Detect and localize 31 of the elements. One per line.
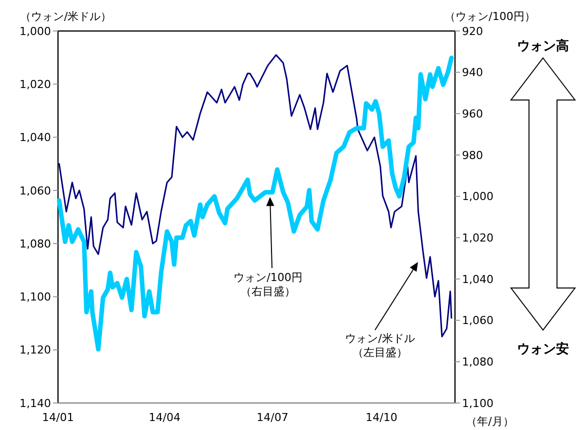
y2-tick-label: 960	[462, 108, 483, 121]
y-tick-label: 1,120	[20, 344, 51, 357]
x-tick-label: 14/07	[256, 411, 288, 424]
y2-tick-label: 940	[462, 66, 483, 80]
y2-tick-label: 1,040	[462, 272, 494, 286]
annotation: ウォン/100円	[234, 271, 302, 284]
y2-tick-label: 920	[462, 24, 483, 38]
text: ウォン安	[517, 341, 569, 357]
annotation: （左目盛）	[352, 346, 408, 359]
y-tick-label: 1,020	[20, 78, 51, 91]
y2-tick-label: 1,020	[462, 232, 494, 245]
annotation: （右目盛）	[240, 285, 296, 298]
y2-axis-title: （ウォン/100円）	[444, 10, 536, 23]
annotation: ウォン/米ドル	[345, 332, 415, 345]
y-tick-label: 1,000	[20, 24, 51, 38]
y2-tick-label: 980	[462, 148, 483, 162]
y2-tick-label: 1,080	[462, 356, 494, 369]
y2-tick-label: 1,060	[462, 314, 494, 328]
x-tick-label: 14/04	[148, 411, 181, 424]
y-tick-label: 1,040	[20, 131, 51, 144]
y2-tick-label: 1,000	[462, 190, 494, 204]
y-tick-label: 1,080	[20, 237, 51, 250]
y-tick-label: 1,100	[20, 290, 51, 304]
y-axis-title: （ウォン/米ドル）	[20, 10, 112, 23]
y-tick-label: 1,060	[20, 184, 51, 198]
x-tick-label: 14/10	[366, 411, 398, 424]
y2-tick-label: 1,100	[462, 396, 494, 410]
x-axis-title: （年/月）	[466, 415, 514, 428]
text: ウォン高	[517, 38, 569, 54]
x-tick-label: 14/01	[42, 411, 74, 424]
y-tick-label: 1,140	[20, 396, 51, 410]
